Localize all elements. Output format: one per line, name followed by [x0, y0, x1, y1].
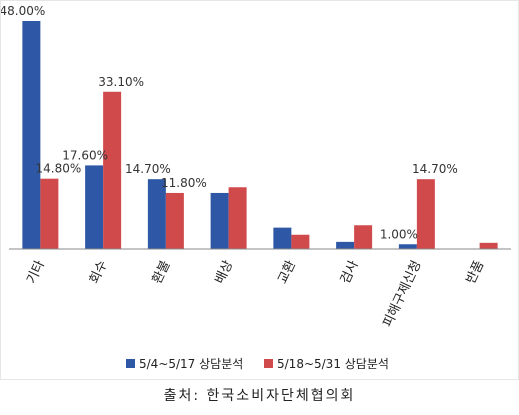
- source-note: 출처: 한국소비자단체협의회: [163, 388, 356, 404]
- x-tick-label-1: 기타: [24, 258, 48, 286]
- chart-frame: 48.00% 14.80% 33.10% 17.60% 14.70% 11.80% 14.7…: [0, 0, 519, 380]
- bar-series-1-7: [398, 244, 417, 249]
- data-label-8: 1.00%: [380, 227, 418, 241]
- bar-series-2-6: [354, 225, 373, 249]
- bar-series-2-1: [40, 178, 59, 249]
- x-tick-label-4: 배상: [213, 258, 237, 286]
- data-label-7: 14.70%: [412, 162, 458, 176]
- x-tick-label-8: 반품: [464, 258, 488, 286]
- bar-series-2-8: [479, 242, 498, 249]
- bar-series-1-4: [210, 192, 229, 249]
- x-tick-label-3: 환불: [150, 258, 174, 286]
- bar-series-1-1: [22, 21, 41, 249]
- bar-series-1-6: [336, 241, 355, 249]
- data-label-1: 48.00%: [1, 4, 45, 18]
- bar-chart: 48.00%14.80%33.10%17.60%14.70%11.80%14.7…: [1, 4, 511, 371]
- bar-series-2-7: [416, 179, 435, 249]
- bar-series-2-3: [165, 192, 184, 249]
- data-label-5: 14.70%: [125, 162, 171, 176]
- data-label-2: 14.80%: [35, 162, 81, 176]
- bars-group: [22, 21, 498, 250]
- x-tick-label-5: 교환: [275, 258, 299, 286]
- x-tick-label-7: 피해구제신청: [381, 258, 425, 329]
- data-label-4: 17.60%: [62, 148, 108, 162]
- data-label-6: 11.80%: [161, 176, 207, 190]
- x-tick-label-2: 회수: [87, 258, 111, 286]
- bar-series-2-4: [228, 187, 247, 249]
- bar-series-1-3: [147, 179, 166, 249]
- x-tick-labels-group: 기타 회수 환불 배상 교환 검사 피해구제신청 반품: [24, 258, 487, 329]
- data-label-3: 33.10%: [98, 75, 144, 89]
- legend-label-series-2: 5/18~5/31 상담분석: [277, 357, 389, 371]
- bar-series-1-5: [273, 227, 292, 249]
- legend-swatch-series-2: [264, 359, 273, 368]
- legend-label-series-1: 5/4~5/17 상담분석: [139, 357, 243, 371]
- legend: 5/4~5/17 상담분석 5/18~5/31 상담분석: [126, 357, 389, 371]
- data-labels-group: 48.00%14.80%33.10%17.60%14.70%11.80%14.7…: [1, 4, 458, 241]
- x-tick-label-6: 검사: [338, 258, 362, 286]
- legend-swatch-series-1: [126, 359, 135, 368]
- bar-series-2-5: [291, 234, 310, 249]
- bar-series-2-2: [103, 91, 122, 250]
- bar-series-1-2: [85, 165, 104, 249]
